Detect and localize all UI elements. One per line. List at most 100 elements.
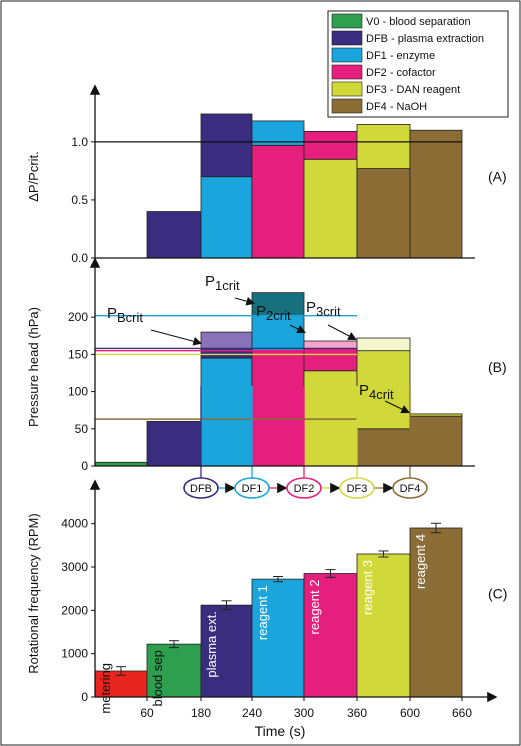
ytick-label-C-1: 1000: [61, 647, 88, 661]
bar-label-3: reagent 1: [255, 585, 270, 640]
xtick-label-4: 360: [347, 706, 367, 720]
flow-node-4: [392, 477, 428, 499]
annotation-arrow-2: [289, 324, 306, 333]
xtick-label-1: 180: [191, 706, 211, 720]
bar-C-6: [409, 527, 463, 698]
bar-A-slot2-1: [200, 113, 253, 178]
bar-B-slot1-0: [146, 420, 202, 467]
bar-A-slot3-0: [251, 144, 305, 259]
ylabel-B: Pressure head (hPa): [26, 307, 41, 427]
annotation-4: P4crit: [359, 382, 394, 402]
flow-node-label-4: DF4: [400, 483, 421, 495]
annotation-0-main: P: [107, 305, 117, 322]
legend-swatch-0: [331, 13, 363, 29]
ytick-label-C-2: 2000: [61, 603, 88, 617]
bar-A-slot6-0: [409, 129, 463, 259]
legend-label-0: V0 - blood separation: [366, 16, 471, 28]
bar-C-4: [303, 573, 358, 698]
bar-B-slot6-0: [409, 415, 463, 467]
annotation-arrow-4: [384, 400, 410, 414]
xlabel: Time (s): [255, 723, 306, 739]
annotation-2-sub: 2crit: [266, 308, 291, 323]
ytick-label-B-4: 200: [68, 310, 88, 324]
flow-node-label-1: DF1: [242, 483, 263, 495]
bar-C-2: [200, 604, 253, 698]
bar-C-1: [146, 643, 202, 698]
bar-label-2: plasma ext.: [204, 611, 219, 677]
bar-A-slot4-1: [303, 130, 358, 160]
bar-label-1: blood sep: [150, 650, 165, 706]
ytick-label-C-0: 0: [81, 690, 88, 704]
flow-node-label-2: DF2: [294, 483, 315, 495]
annotation-1-sub: 1crit: [215, 278, 240, 293]
bar-B-slot3-0: [251, 350, 305, 467]
legend-label-5: DF4 - NaOH: [366, 101, 427, 113]
bar-B-slot2-2: [200, 331, 253, 349]
ylabel-C: Rotational frequency (RPM): [26, 513, 41, 673]
bar-label-4: reagent 2: [307, 580, 322, 635]
annotation-3-main: P: [306, 299, 316, 316]
xtick-label-2: 240: [242, 706, 262, 720]
annotation-0: PBcrit: [107, 305, 143, 325]
annotation-arrow-3: [327, 324, 357, 341]
annotation-1: P1crit: [205, 273, 240, 293]
annotation-3-sub: 3crit: [316, 304, 341, 319]
legend-label-3: DF2 - cofactor: [366, 67, 436, 79]
flow-node-label-0: DFB: [190, 483, 212, 495]
legend-swatch-5: [331, 98, 363, 114]
bar-B-slot6-1: [409, 413, 463, 417]
flow-node-0: [183, 477, 219, 499]
bar-B-slot5-2: [356, 337, 411, 352]
ytick-label-C-3: 3000: [61, 560, 88, 574]
legend-label-1: DFB - plasma extraction: [366, 33, 484, 45]
flow-node-1: [234, 477, 270, 499]
ytick-label-A-0: 0.0: [71, 251, 88, 265]
xtick-label-0: 60: [140, 706, 154, 720]
annotation-1-main: P: [205, 273, 215, 290]
legend: V0 - blood separation DFB - plasma extrac…: [327, 10, 509, 118]
ytick-label-A-1: 0.5: [71, 193, 88, 207]
bar-B-slot5-0: [356, 428, 411, 467]
flow-node-label-3: DF3: [347, 483, 368, 495]
ytick-label-C-4: 4000: [61, 517, 88, 531]
flow-node-2: [286, 477, 322, 499]
panel-label-C: (C): [488, 586, 507, 602]
panel-label-A: (A): [488, 169, 507, 185]
xtick-label-3: 300: [294, 706, 314, 720]
legend-swatch-3: [331, 64, 363, 80]
ylabel-A: ΔP/Pcrit.: [26, 151, 41, 202]
bar-label-5: reagent 3: [360, 560, 375, 615]
annotation-2-main: P: [256, 303, 266, 320]
bar-A-slot5-0: [356, 168, 411, 259]
bar-A-slot5-1: [356, 124, 411, 169]
xtick-label-6: 660: [452, 706, 472, 720]
bar-B-slot4-0: [303, 370, 358, 467]
bar-A-slot4-0: [303, 158, 358, 259]
annotation-3: P3crit: [306, 299, 341, 319]
flow-node-3: [339, 477, 375, 499]
annotation-2: P2crit: [256, 303, 291, 323]
legend-swatch-4: [331, 81, 363, 97]
bar-A-slot1-0: [146, 211, 202, 259]
bar-B-slot2-0: [200, 357, 253, 467]
legend-swatch-2: [331, 47, 363, 63]
annotation-arrow-1: [234, 296, 256, 306]
panel-label-B: (B): [488, 359, 507, 375]
ytick-label-B-3: 150: [68, 347, 88, 361]
bar-B-slot4-1: [303, 348, 358, 372]
xtick-label-5: 600: [400, 706, 420, 720]
annotation-4-main: P: [359, 382, 369, 399]
legend-box: [327, 10, 509, 118]
legend-label-2: DF1 - enzyme: [366, 50, 435, 62]
bar-B-slot4-2: [303, 340, 358, 349]
legend-label-4: DF3 - DAN reagent: [366, 84, 460, 96]
bar-A-slot2-0: [200, 176, 253, 259]
ytick-label-A-2: 1.0: [71, 135, 88, 149]
ytick-label-B-0: 0: [81, 459, 88, 473]
annotation-arrow-0: [150, 329, 203, 346]
bar-B-slot2-1: [200, 348, 253, 359]
ytick-label-B-2: 100: [68, 385, 88, 399]
annotation-0-sub: Bcrit: [117, 310, 143, 325]
